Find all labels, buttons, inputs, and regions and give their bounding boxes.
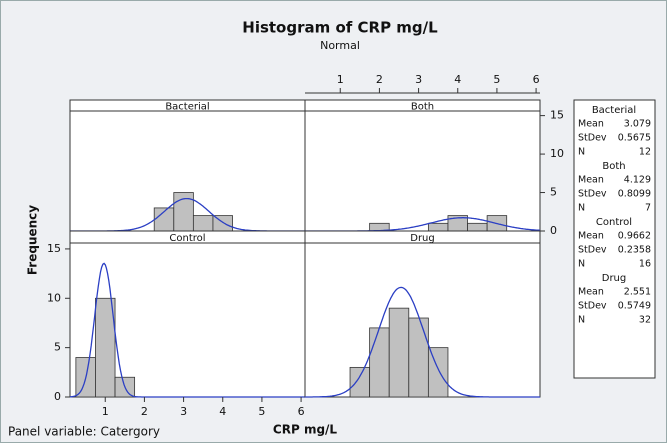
x-axis-label: CRP mg/L	[273, 423, 337, 437]
panel-name: Drug	[410, 233, 435, 244]
stats-value: 0.9662	[618, 231, 651, 242]
bar	[427, 222, 449, 232]
stats-value: 0.8099	[618, 189, 651, 200]
panel-name: Bacterial	[165, 102, 209, 113]
stats-label: Mean	[578, 119, 604, 130]
stats-label: Mean	[578, 287, 604, 298]
stats-label: StDev	[578, 189, 607, 200]
stats-value: 32	[639, 315, 651, 326]
chart-subtitle: Normal	[320, 39, 360, 52]
stats-label: N	[578, 203, 585, 214]
bar	[388, 307, 410, 398]
stats-group-name: Drug	[602, 273, 627, 284]
stats-value: 0.5675	[618, 133, 651, 144]
x-tick-label: 5	[493, 73, 500, 86]
stats-value: 3.079	[624, 119, 651, 130]
panel	[304, 110, 541, 232]
x-tick-label: 6	[533, 73, 540, 86]
panel-strip	[304, 230, 541, 244]
x-tick-label: 2	[141, 405, 148, 418]
stats-value: 16	[639, 259, 651, 270]
stats-group-name: Both	[602, 161, 625, 172]
y-tick-label: 10	[550, 147, 564, 160]
stats-label: Mean	[578, 175, 604, 186]
stats-label: Mean	[578, 231, 604, 242]
stats-value: 2.551	[624, 287, 651, 298]
y-tick-label: 0	[54, 390, 61, 403]
panel-strip	[304, 99, 541, 112]
y-tick-label: 5	[550, 186, 557, 199]
chart-title: Histogram of CRP mg/L	[242, 19, 438, 37]
stats-value: 4.129	[624, 175, 651, 186]
panel-name: Both	[411, 102, 434, 113]
bar	[349, 366, 371, 398]
stats-value: 0.2358	[618, 245, 651, 256]
x-tick-label: 4	[219, 405, 226, 418]
stats-box	[573, 99, 656, 379]
y-axis-label: Frequency	[26, 205, 40, 275]
x-tick-label: 4	[454, 73, 461, 86]
normal-curve	[305, 286, 540, 398]
panel-name: Control	[169, 233, 205, 244]
y-tick-label: 15	[550, 109, 564, 122]
normal-curve	[70, 262, 305, 398]
stats-value: 12	[639, 147, 651, 158]
stats-value: 7	[645, 203, 651, 214]
x-tick-label: 3	[415, 73, 422, 86]
bar	[467, 222, 488, 232]
bar	[192, 215, 214, 232]
stats-value: 0.5749	[618, 301, 651, 312]
stats-label: N	[578, 315, 585, 326]
y-tick-label: 5	[54, 341, 61, 354]
y-tick-label: 0	[550, 224, 557, 237]
stats-group-name: Control	[596, 217, 632, 228]
x-tick-label: 1	[337, 73, 344, 86]
bar	[369, 327, 390, 398]
x-tick-label: 6	[298, 405, 305, 418]
x-tick-label: 1	[102, 405, 109, 418]
stats-group-name: Bacterial	[592, 105, 636, 116]
footer: Panel variable: Catergory	[8, 425, 160, 439]
bar	[427, 347, 449, 398]
x-tick-label: 5	[258, 405, 265, 418]
x-tick-label: 2	[376, 73, 383, 86]
bar	[95, 297, 116, 398]
stats-label: StDev	[578, 301, 607, 312]
bar	[408, 317, 429, 398]
stats-label: N	[578, 147, 585, 158]
x-tick-label: 3	[180, 405, 187, 418]
stats-label: StDev	[578, 245, 607, 256]
y-tick-label: 10	[47, 291, 61, 304]
stats-label: StDev	[578, 133, 607, 144]
stats-label: N	[578, 259, 585, 270]
y-tick-label: 15	[47, 242, 61, 255]
